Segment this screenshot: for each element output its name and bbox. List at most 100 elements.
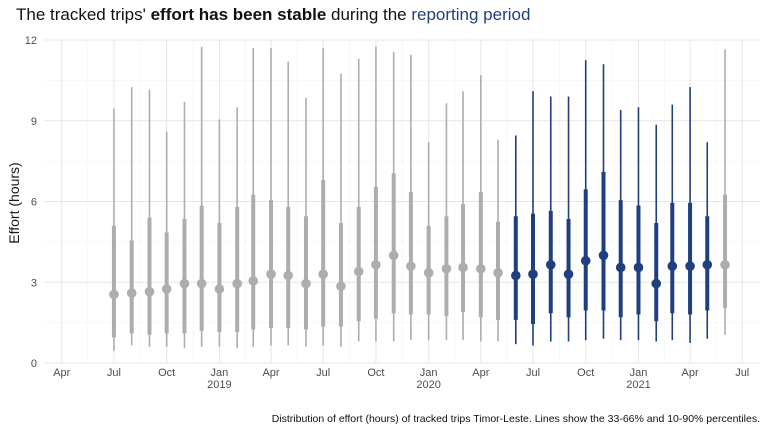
effort-interval	[232, 107, 242, 349]
x-tick-year-label: 2020	[416, 379, 440, 391]
median-point	[109, 289, 119, 300]
title-part-1: The tracked trips'	[16, 5, 151, 24]
median-point	[720, 259, 730, 270]
effort-interval	[126, 87, 137, 346]
effort-interval	[493, 139, 503, 342]
median-point	[563, 269, 574, 279]
x-tick-label: Apr	[472, 367, 489, 379]
effort-interval	[510, 135, 521, 345]
x-tick-label: Apr	[53, 367, 70, 379]
effort-interval	[580, 60, 591, 341]
median-point	[248, 276, 259, 286]
effort-interval	[248, 48, 259, 347]
median-point	[615, 262, 626, 273]
title-part-3: during the	[326, 5, 412, 24]
effort-interval	[161, 131, 172, 347]
interval-marks	[109, 46, 730, 351]
effort-interval	[545, 96, 556, 342]
effort-interval	[458, 91, 468, 341]
x-tick-year-label: 2019	[207, 379, 231, 391]
median-point	[388, 250, 399, 261]
median-point	[318, 269, 328, 279]
effort-interval	[266, 48, 276, 346]
effort-interval	[371, 46, 381, 342]
median-point	[441, 263, 452, 274]
x-tick-label: Oct	[158, 367, 175, 379]
x-tick-label: Jul	[107, 367, 121, 379]
x-tick-label: Apr	[262, 367, 279, 379]
effort-interval	[528, 91, 538, 346]
median-point	[598, 250, 609, 261]
median-point	[196, 278, 207, 289]
effort-interval	[720, 49, 730, 335]
median-point	[685, 261, 695, 271]
y-axis: 0 3 6 9 12	[25, 35, 37, 370]
x-tick-label: Jul	[735, 367, 749, 379]
effort-interval	[423, 142, 434, 341]
chart-caption: Distribution of effort (hours) of tracke…	[271, 413, 760, 425]
x-tick-label: Jul	[526, 367, 540, 379]
median-point	[301, 278, 311, 289]
effort-interval	[336, 73, 346, 347]
median-point	[423, 268, 434, 278]
effort-interval	[179, 101, 190, 349]
x-tick-label: Jan	[630, 367, 648, 379]
effort-interval	[476, 74, 486, 342]
median-point	[667, 261, 678, 271]
chart-title: The tracked trips' effort has been stabl…	[16, 5, 530, 25]
y-tick-label: 6	[31, 197, 37, 209]
median-point	[266, 269, 276, 279]
y-axis-title: Effort (hours)	[6, 162, 22, 243]
median-point	[458, 262, 468, 273]
median-point	[161, 284, 172, 294]
effort-interval	[196, 46, 207, 347]
x-tick-label: Jul	[316, 367, 330, 379]
effort-interval	[702, 142, 713, 339]
effort-interval	[283, 61, 294, 346]
effort-interval	[144, 89, 155, 347]
median-point	[510, 270, 521, 281]
x-tick-year-label: 2021	[626, 379, 650, 391]
y-tick-label: 3	[31, 277, 37, 289]
effort-interval	[441, 103, 452, 341]
median-point	[493, 268, 503, 278]
median-point	[633, 262, 644, 273]
y-tick-label: 12	[25, 35, 37, 47]
median-point	[283, 270, 294, 281]
effort-interval	[109, 108, 119, 351]
effort-interval	[651, 124, 662, 342]
effort-interval	[406, 54, 416, 341]
title-part-4: reporting period	[411, 5, 531, 24]
median-point	[336, 281, 346, 292]
y-tick-label: 9	[31, 116, 37, 128]
effort-interval	[318, 48, 328, 346]
x-tick-label: Oct	[367, 367, 384, 379]
median-point	[406, 261, 416, 271]
median-point	[179, 278, 190, 289]
median-point	[126, 288, 137, 298]
median-point	[702, 259, 713, 270]
effort-interval	[214, 119, 225, 347]
median-point	[353, 266, 364, 277]
effort-interval	[615, 109, 626, 341]
median-point	[476, 263, 486, 274]
median-point	[214, 284, 225, 294]
median-point	[545, 259, 556, 270]
median-point	[580, 255, 591, 266]
x-tick-label: Oct	[577, 367, 594, 379]
effort-interval	[598, 64, 609, 339]
x-tick-label: Jan	[420, 367, 438, 379]
effort-interval	[667, 104, 678, 341]
effort-interval	[633, 107, 644, 341]
x-tick-label: Jan	[211, 367, 229, 379]
median-point	[144, 286, 155, 297]
effort-interval	[301, 97, 311, 347]
x-tick-label: Apr	[681, 367, 698, 379]
effort-interval	[563, 96, 574, 342]
effort-interval	[353, 58, 364, 342]
effort-interval	[388, 52, 399, 342]
median-point	[528, 269, 538, 279]
median-point	[651, 278, 662, 289]
